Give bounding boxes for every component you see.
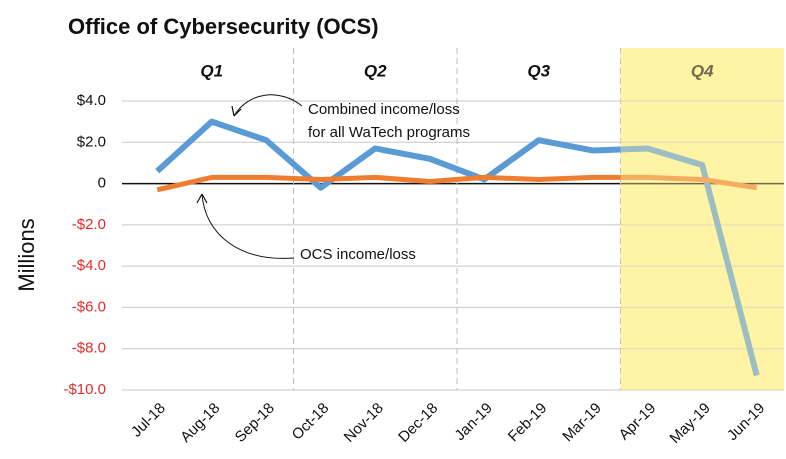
y-tick-label: -$2.0 xyxy=(72,216,106,233)
x-tick-label: Dec-18 xyxy=(395,400,441,446)
x-tick-label: Nov-18 xyxy=(341,400,387,446)
y-tick-label: -$4.0 xyxy=(72,257,106,274)
annotation-arrow xyxy=(201,193,295,259)
quarter-label: Q4 xyxy=(691,61,714,80)
arrow-head xyxy=(231,105,242,117)
x-tick-label: Aug-18 xyxy=(177,400,223,446)
annotation: for all WaTech programs xyxy=(308,124,470,141)
x-tick-label: Apr-19 xyxy=(616,400,660,444)
y-axis-label: Millions xyxy=(14,218,39,291)
quarter-shade xyxy=(620,48,784,390)
x-tick-label: Mar-19 xyxy=(559,400,605,446)
y-tick-label: -$6.0 xyxy=(72,298,106,315)
x-tick-label: May-19 xyxy=(666,400,713,447)
x-tick-label: Sep-18 xyxy=(232,400,278,446)
y-tick-label: -$8.0 xyxy=(72,340,106,357)
quarter-shade-overlay xyxy=(620,48,784,390)
y-tick-label: 0 xyxy=(98,175,106,192)
x-tick-label: Oct-18 xyxy=(289,400,333,444)
annotation-arrow xyxy=(233,94,303,117)
quarter-label: Q1 xyxy=(200,61,223,80)
series-line xyxy=(156,174,758,193)
annotation: OCS income/loss xyxy=(300,246,416,263)
y-tick-label: $2.0 xyxy=(77,133,106,150)
arrow-head xyxy=(196,193,208,204)
chart-title: Office of Cybersecurity (OCS) xyxy=(68,14,379,39)
x-tick-label: Feb-19 xyxy=(505,400,551,446)
x-tick-label: Jul-18 xyxy=(128,400,169,441)
x-tick-label: Jan-19 xyxy=(451,400,495,444)
quarter-label: Q3 xyxy=(527,61,550,80)
y-tick-label: -$10.0 xyxy=(63,381,106,398)
series-line xyxy=(155,118,760,377)
annotation: Combined income/loss xyxy=(308,101,460,118)
x-tick-label: Jun-19 xyxy=(724,400,768,444)
y-tick-label: $4.0 xyxy=(77,92,106,109)
quarter-label: Q2 xyxy=(364,61,387,80)
